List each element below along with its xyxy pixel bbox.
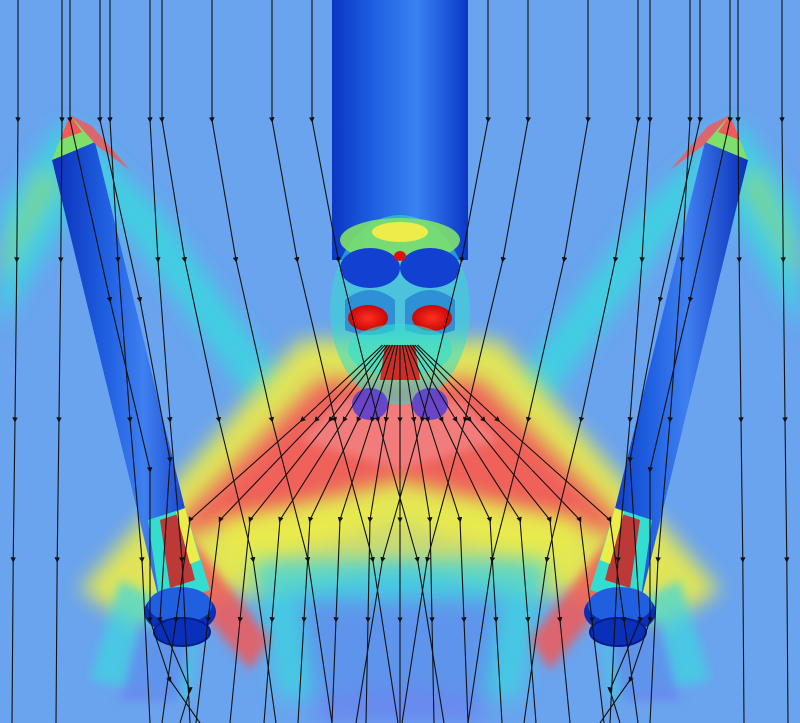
streamline bbox=[607, 0, 704, 723]
streamline bbox=[96, 0, 193, 723]
nozzle-upper-left bbox=[340, 248, 400, 288]
streamline bbox=[735, 0, 746, 723]
streamline bbox=[331, 344, 396, 723]
streamline bbox=[54, 0, 65, 723]
streamline bbox=[263, 344, 391, 723]
streamline bbox=[10, 0, 21, 723]
nozzle-upper-right bbox=[400, 248, 460, 288]
streamline bbox=[365, 344, 399, 723]
streamline bbox=[297, 344, 393, 723]
streamline bbox=[195, 344, 386, 723]
streamlines bbox=[10, 0, 790, 723]
streamline bbox=[779, 0, 790, 723]
streamline bbox=[229, 344, 388, 723]
